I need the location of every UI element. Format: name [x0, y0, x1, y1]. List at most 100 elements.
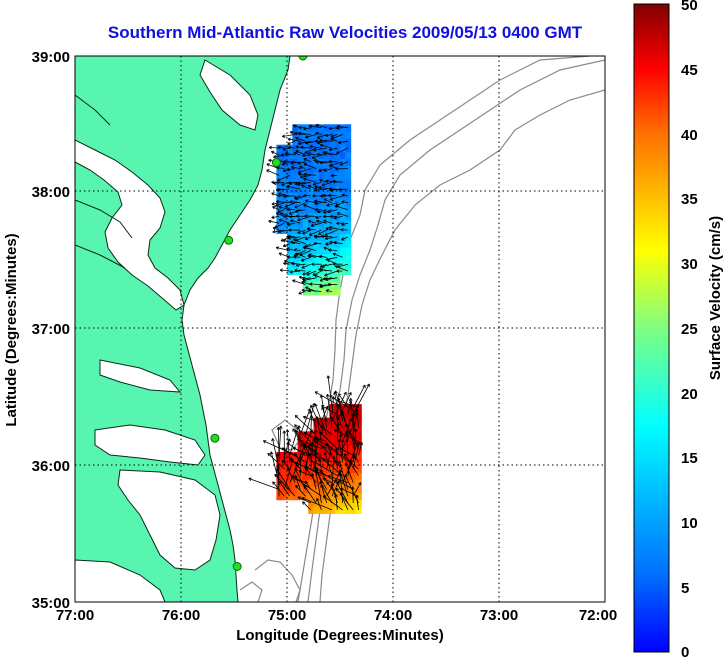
velocity-cell	[345, 431, 352, 439]
velocity-cell	[318, 274, 325, 282]
velocity-cell	[287, 451, 293, 460]
colorbar-ticks: 50 45 40 35 30 25 20 15 10 5 0	[681, 0, 698, 659]
velocity-arrow-head	[304, 150, 307, 154]
velocity-arrow	[327, 375, 333, 408]
velocity-arrow-head	[307, 185, 311, 189]
velocity-arrow-head	[294, 205, 297, 209]
velocity-arrow-head	[338, 422, 341, 426]
velocity-cell	[297, 185, 304, 194]
velocity-arrow-head	[297, 141, 301, 145]
velocity-arrow-head	[304, 214, 308, 217]
velocity-arrow	[324, 152, 338, 156]
velocity-arrow-head	[294, 429, 299, 433]
velocity-cell	[329, 206, 336, 214]
velocity-arrow-head	[281, 184, 285, 187]
velocity-arrow-head	[298, 127, 302, 130]
velocity-arrow-head	[321, 264, 325, 267]
velocity-cell	[302, 431, 309, 439]
velocity-arrow	[313, 436, 327, 442]
velocity-cell	[313, 445, 320, 453]
velocity-arrow	[321, 426, 333, 436]
velocity-cell	[329, 253, 336, 262]
velocity-arrow	[309, 283, 322, 285]
velocity-arrow	[327, 259, 338, 265]
velocity-arrow-head	[287, 236, 291, 239]
velocity-arrow	[274, 474, 296, 497]
velocity-cell	[318, 172, 325, 180]
velocity-cell	[345, 247, 352, 255]
velocity-arrow-head	[322, 193, 326, 196]
velocity-cell	[334, 192, 341, 200]
velocity-arrow	[327, 394, 333, 429]
velocity-arrow-head	[325, 289, 330, 291]
colorbar-tick-label: 15	[681, 450, 698, 467]
x-tick-label: 77:00	[56, 607, 94, 624]
velocity-arrow-head	[308, 125, 312, 129]
velocity-arrow-head	[341, 413, 345, 416]
velocity-arrow-head	[322, 478, 326, 481]
velocity-arrow	[352, 452, 359, 463]
velocity-arrow-head	[301, 265, 304, 269]
velocity-arrow-head	[298, 425, 301, 429]
velocity-cell	[324, 124, 330, 132]
x-axis-label: Longitude (Degrees:Minutes)	[236, 627, 444, 644]
velocity-arrow-head	[348, 398, 351, 402]
velocity-arrow	[303, 416, 317, 422]
velocity-cell	[345, 213, 352, 221]
velocity-cell	[302, 260, 309, 269]
velocity-cell	[355, 431, 362, 439]
velocity-cell	[334, 137, 341, 146]
velocity-cell	[313, 253, 320, 262]
velocity-cell	[340, 424, 346, 432]
velocity-arrow-head	[297, 184, 301, 186]
velocity-arrow	[298, 173, 306, 176]
velocity-arrow-head	[323, 198, 327, 202]
velocity-arrow-head	[325, 443, 329, 445]
velocity-arrow-head	[340, 488, 343, 492]
velocity-cell	[297, 158, 304, 166]
velocity-cell	[302, 281, 309, 289]
velocity-arrow	[319, 431, 338, 449]
velocity-arrow	[303, 277, 317, 281]
velocity-arrow-head	[301, 497, 305, 501]
velocity-arrow-head	[317, 142, 321, 145]
velocity-arrow	[329, 395, 359, 415]
velocity-arrow-head	[313, 242, 317, 246]
velocity-cell	[324, 247, 330, 255]
velocity-arrow-head	[313, 235, 317, 239]
velocity-arrow	[333, 216, 343, 219]
velocity-arrow	[329, 195, 343, 201]
velocity-arrow	[299, 408, 311, 435]
velocity-arrow-head	[287, 181, 291, 184]
velocity-arrow-head	[319, 139, 323, 143]
velocity-arrow-head	[292, 447, 296, 451]
velocity-arrow-head	[286, 169, 290, 172]
velocity-cell	[324, 445, 330, 453]
velocity-arrow	[322, 151, 333, 156]
velocity-arrow	[271, 216, 280, 219]
velocity-cell	[334, 240, 341, 248]
velocity-cell	[308, 219, 315, 228]
velocity-arrow-head	[321, 405, 324, 409]
velocity-arrow-head	[306, 272, 310, 276]
velocity-arrow-head	[310, 223, 314, 227]
velocity-arrow-head	[327, 283, 331, 287]
velocity-arrow-head	[324, 452, 328, 455]
velocity-arrow-head	[324, 152, 328, 155]
velocity-cell	[345, 206, 352, 214]
velocity-arrow	[294, 195, 306, 200]
velocity-cell	[334, 506, 341, 514]
velocity-arrow	[325, 236, 338, 240]
velocity-arrow	[293, 250, 306, 257]
velocity-cell	[345, 158, 352, 166]
velocity-arrow-head	[315, 217, 319, 220]
velocity-arrow	[287, 138, 301, 142]
velocity-arrow-head	[286, 184, 290, 187]
velocity-cell	[355, 438, 362, 446]
velocity-arrow	[323, 168, 333, 172]
velocity-cell	[292, 124, 299, 132]
velocity-cell	[329, 151, 336, 159]
velocity-arrow-head	[293, 152, 297, 156]
velocity-arrow-head	[325, 227, 329, 229]
velocity-arrow-head	[313, 241, 317, 244]
